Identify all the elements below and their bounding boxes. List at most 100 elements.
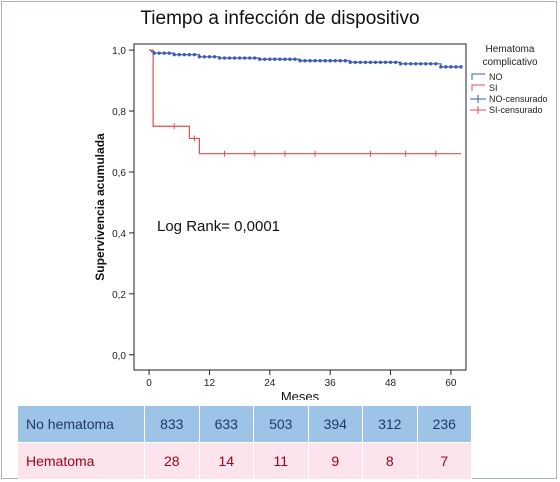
- legend-label-si: SI: [489, 83, 498, 93]
- y-tick-label: 0,2: [112, 290, 126, 301]
- risk-table: No hematoma 833 633 503 394 312 236 Hematoma 28 1…: [18, 406, 472, 479]
- censor-mark-no: [247, 56, 252, 60]
- censor-mark-no: [172, 52, 176, 57]
- censor-mark-no: [197, 55, 202, 59]
- censor-mark-no: [413, 62, 418, 66]
- x-tick-label: 12: [204, 378, 216, 389]
- censor-mark-no: [343, 59, 347, 63]
- censor-mark-no: [182, 52, 187, 57]
- censor-mark-no: [177, 52, 181, 57]
- y-tick-label: 0,6: [112, 168, 126, 179]
- risk-cell: 14: [199, 442, 254, 479]
- censor-mark-no: [358, 60, 363, 64]
- censor-mark-no: [378, 60, 383, 64]
- risk-row-label: Hematoma: [18, 442, 145, 479]
- risk-cell: 633: [199, 406, 254, 443]
- censor-mark-no: [444, 65, 448, 69]
- censor-mark-no: [403, 62, 408, 66]
- x-tick-label: 24: [264, 378, 276, 389]
- censor-mark-no: [237, 56, 242, 60]
- censor-mark-no: [338, 59, 342, 63]
- censor-mark-no: [202, 55, 207, 59]
- censor-mark-no: [419, 62, 423, 66]
- censor-mark-no: [308, 59, 312, 63]
- x-tick-label: 48: [385, 378, 397, 389]
- censor-mark-no: [363, 60, 368, 64]
- censor-mark-no: [454, 65, 458, 69]
- censor-mark-no: [192, 52, 197, 57]
- y-tick-label: 1,0: [112, 46, 126, 57]
- risk-cell: 394: [308, 406, 363, 443]
- censor-mark-no: [333, 59, 337, 63]
- censor-mark-no: [227, 56, 232, 60]
- risk-table-row: Hematoma 28 14 11 9 8 7: [18, 442, 472, 479]
- censor-mark-no: [303, 59, 307, 63]
- series-line-si: [149, 49, 461, 155]
- legend-label-si-censurado: SI-censurado: [489, 105, 543, 115]
- censor-mark-no: [298, 59, 302, 63]
- censor-mark-no: [353, 60, 358, 64]
- legend-swatch-si: [471, 84, 485, 91]
- censor-mark-no: [439, 65, 443, 69]
- risk-cell: 11: [253, 442, 309, 479]
- risk-cell: 28: [144, 442, 200, 479]
- censor-mark-no: [408, 62, 413, 66]
- censor-mark-no: [283, 57, 287, 61]
- plot-area: [133, 43, 467, 371]
- risk-cell: 236: [417, 406, 472, 443]
- y-axis-label: Supervivencia acumulada: [93, 133, 107, 281]
- censor-mark-no: [278, 57, 282, 61]
- censor-mark-no: [232, 56, 237, 60]
- risk-cell: 7: [417, 442, 472, 479]
- censor-mark-no: [288, 57, 292, 61]
- risk-table-row: No hematoma 833 633 503 394 312 236: [18, 406, 472, 443]
- censor-mark-no: [393, 60, 398, 64]
- legend-swatch-no: [471, 73, 485, 80]
- censor-mark-no: [449, 65, 453, 69]
- censor-mark-no: [207, 55, 212, 59]
- risk-cell: 503: [253, 406, 309, 443]
- censor-mark-no: [187, 52, 192, 57]
- legend-label-no: NO: [489, 72, 503, 82]
- censor-mark-no: [162, 51, 166, 55]
- censor-mark-no: [263, 57, 267, 61]
- censor-mark-no: [273, 57, 277, 61]
- risk-row-label: No hematoma: [18, 406, 145, 443]
- risk-cell: 312: [362, 406, 418, 443]
- censor-mark-no: [323, 59, 327, 63]
- censor-mark-no: [157, 51, 161, 55]
- censor-mark-no: [212, 55, 217, 59]
- y-tick-label: 0,4: [112, 229, 126, 240]
- censor-mark-no: [242, 56, 247, 60]
- censor-mark-no: [424, 62, 428, 66]
- censor-mark-no: [217, 56, 222, 60]
- y-tick-label: 0,8: [112, 107, 126, 118]
- censor-mark-no: [429, 62, 433, 66]
- legend-label-no-censurado: NO-censurado: [489, 94, 548, 104]
- censor-mark-no: [373, 60, 378, 64]
- log-rank-annotation: Log Rank= 0,0001: [157, 218, 280, 235]
- legend-title-line-1: Hematoma: [486, 44, 535, 55]
- censor-mark-no: [398, 62, 403, 66]
- censor-mark-no: [152, 51, 156, 55]
- x-tick-label: 60: [445, 378, 457, 389]
- censor-mark-no: [388, 60, 393, 64]
- censor-mark-no: [368, 60, 373, 64]
- censor-mark-no: [328, 59, 332, 63]
- censor-mark-no: [383, 60, 388, 64]
- x-tick-label: 0: [146, 378, 152, 389]
- risk-cell: 833: [144, 406, 200, 443]
- censor-mark-no: [222, 56, 227, 60]
- chart-title: Tiempo a infección de dispositivo: [140, 8, 420, 29]
- risk-cell: 8: [362, 442, 418, 479]
- censor-mark-no: [167, 51, 171, 55]
- survival-chart: 0,0 0,2 0,4 0,6 0,8 1,0 0 12 24 36 48 60 Meses Sup…: [93, 43, 548, 400]
- censor-mark-no: [293, 57, 297, 61]
- censor-mark-no: [313, 59, 317, 63]
- legend-title-line-2: complicativo: [482, 57, 537, 68]
- censor-mark-no: [459, 65, 463, 69]
- x-axis-label: Meses: [281, 389, 320, 400]
- censor-mark-no: [434, 62, 438, 66]
- censor-mark-no: [258, 57, 262, 61]
- x-tick-label: 36: [325, 378, 337, 389]
